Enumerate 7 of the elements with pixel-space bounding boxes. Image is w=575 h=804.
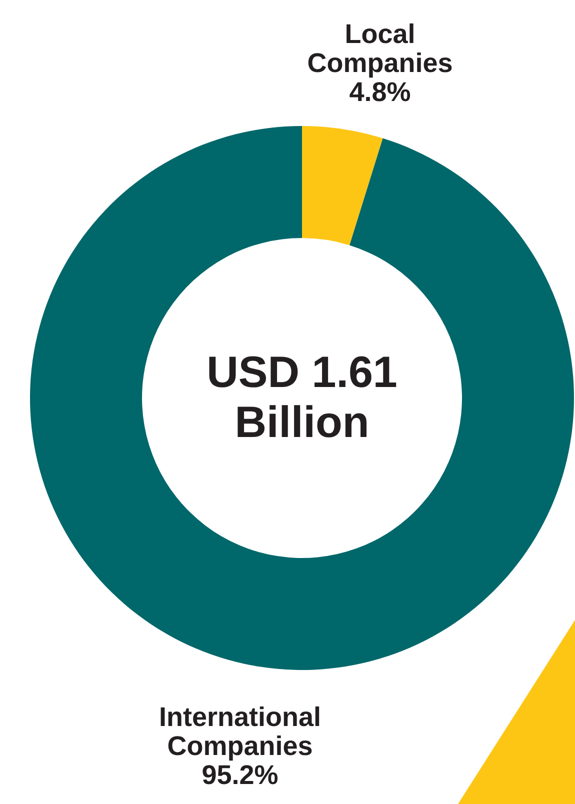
slice-label: Local Companies (307, 19, 453, 78)
text: USD 1.61 Billion (206, 348, 398, 447)
donut-slice (302, 126, 383, 246)
data-label: 95.2% (202, 760, 278, 790)
slice-label: International Companies (158, 702, 322, 761)
data-label: 4.8% (349, 77, 411, 107)
donut-slice (30, 126, 574, 670)
